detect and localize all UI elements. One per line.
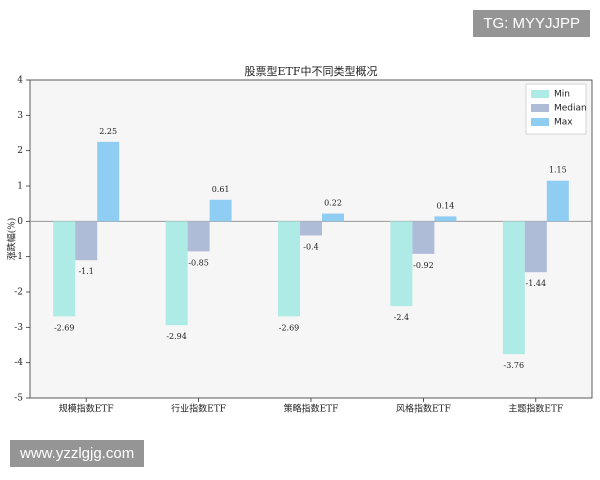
y-tick-label: -1 bbox=[14, 252, 23, 262]
value-label: 0.61 bbox=[212, 185, 230, 194]
y-tick-label: 0 bbox=[17, 217, 23, 227]
y-tick-label: -2 bbox=[14, 288, 23, 298]
legend-label: Min bbox=[554, 90, 570, 100]
legend-label: Max bbox=[554, 118, 573, 128]
bar bbox=[165, 221, 188, 326]
bar bbox=[412, 221, 435, 254]
x-tick-label: 行业指数ETF bbox=[171, 403, 226, 415]
bar bbox=[502, 221, 525, 355]
value-label: -0.4 bbox=[303, 242, 318, 251]
legend-swatch bbox=[531, 118, 549, 126]
bar bbox=[322, 213, 344, 222]
y-tick-label: -5 bbox=[14, 394, 23, 404]
bar bbox=[187, 221, 210, 252]
y-tick-label: 3 bbox=[17, 111, 23, 121]
bar bbox=[278, 221, 300, 317]
y-tick-label: -4 bbox=[14, 358, 23, 368]
y-tick-label: 1 bbox=[17, 182, 23, 192]
value-label: -0.92 bbox=[413, 261, 434, 270]
y-tick-label: 4 bbox=[17, 76, 23, 86]
value-label: -2.69 bbox=[279, 323, 300, 332]
legend-label: Median bbox=[554, 104, 587, 114]
bar bbox=[524, 221, 547, 273]
value-label: -1.1 bbox=[78, 267, 93, 276]
value-label: 1.15 bbox=[549, 166, 567, 175]
x-tick-label: 主题指数ETF bbox=[508, 403, 563, 415]
bar bbox=[390, 221, 413, 307]
value-label: -1.44 bbox=[526, 279, 547, 288]
value-label: -2.94 bbox=[166, 332, 187, 341]
y-tick-label: -3 bbox=[14, 323, 23, 333]
chart-title: 股票型ETF中不同类型概况 bbox=[245, 64, 378, 78]
y-tick-label: 2 bbox=[17, 146, 23, 156]
plot-area bbox=[29, 79, 593, 399]
bar bbox=[546, 180, 569, 222]
bar bbox=[53, 221, 76, 317]
bar bbox=[434, 216, 457, 222]
value-label: -3.76 bbox=[504, 361, 525, 370]
x-tick-label: 策略指数ETF bbox=[284, 403, 339, 415]
value-label: 0.22 bbox=[324, 199, 342, 208]
bar bbox=[300, 221, 322, 236]
x-tick-label: 风格指数ETF bbox=[396, 403, 451, 415]
watermark: TG: MYYJJPP bbox=[473, 10, 590, 37]
x-tick-label: 规模指数ETF bbox=[59, 403, 114, 415]
value-label: -2.4 bbox=[394, 313, 409, 322]
y-axis-label: 涨跌幅(%) bbox=[6, 218, 18, 261]
bar bbox=[75, 221, 98, 261]
bar bbox=[97, 141, 120, 222]
value-label: -2.69 bbox=[54, 323, 75, 332]
legend-swatch bbox=[531, 90, 549, 98]
bar bbox=[209, 199, 232, 222]
value-label: -0.85 bbox=[188, 258, 209, 267]
watermark: www.yzzlgjg.com bbox=[10, 440, 145, 467]
legend-swatch bbox=[531, 104, 549, 112]
value-label: 2.25 bbox=[99, 127, 117, 136]
value-label: 0.14 bbox=[436, 201, 454, 210]
